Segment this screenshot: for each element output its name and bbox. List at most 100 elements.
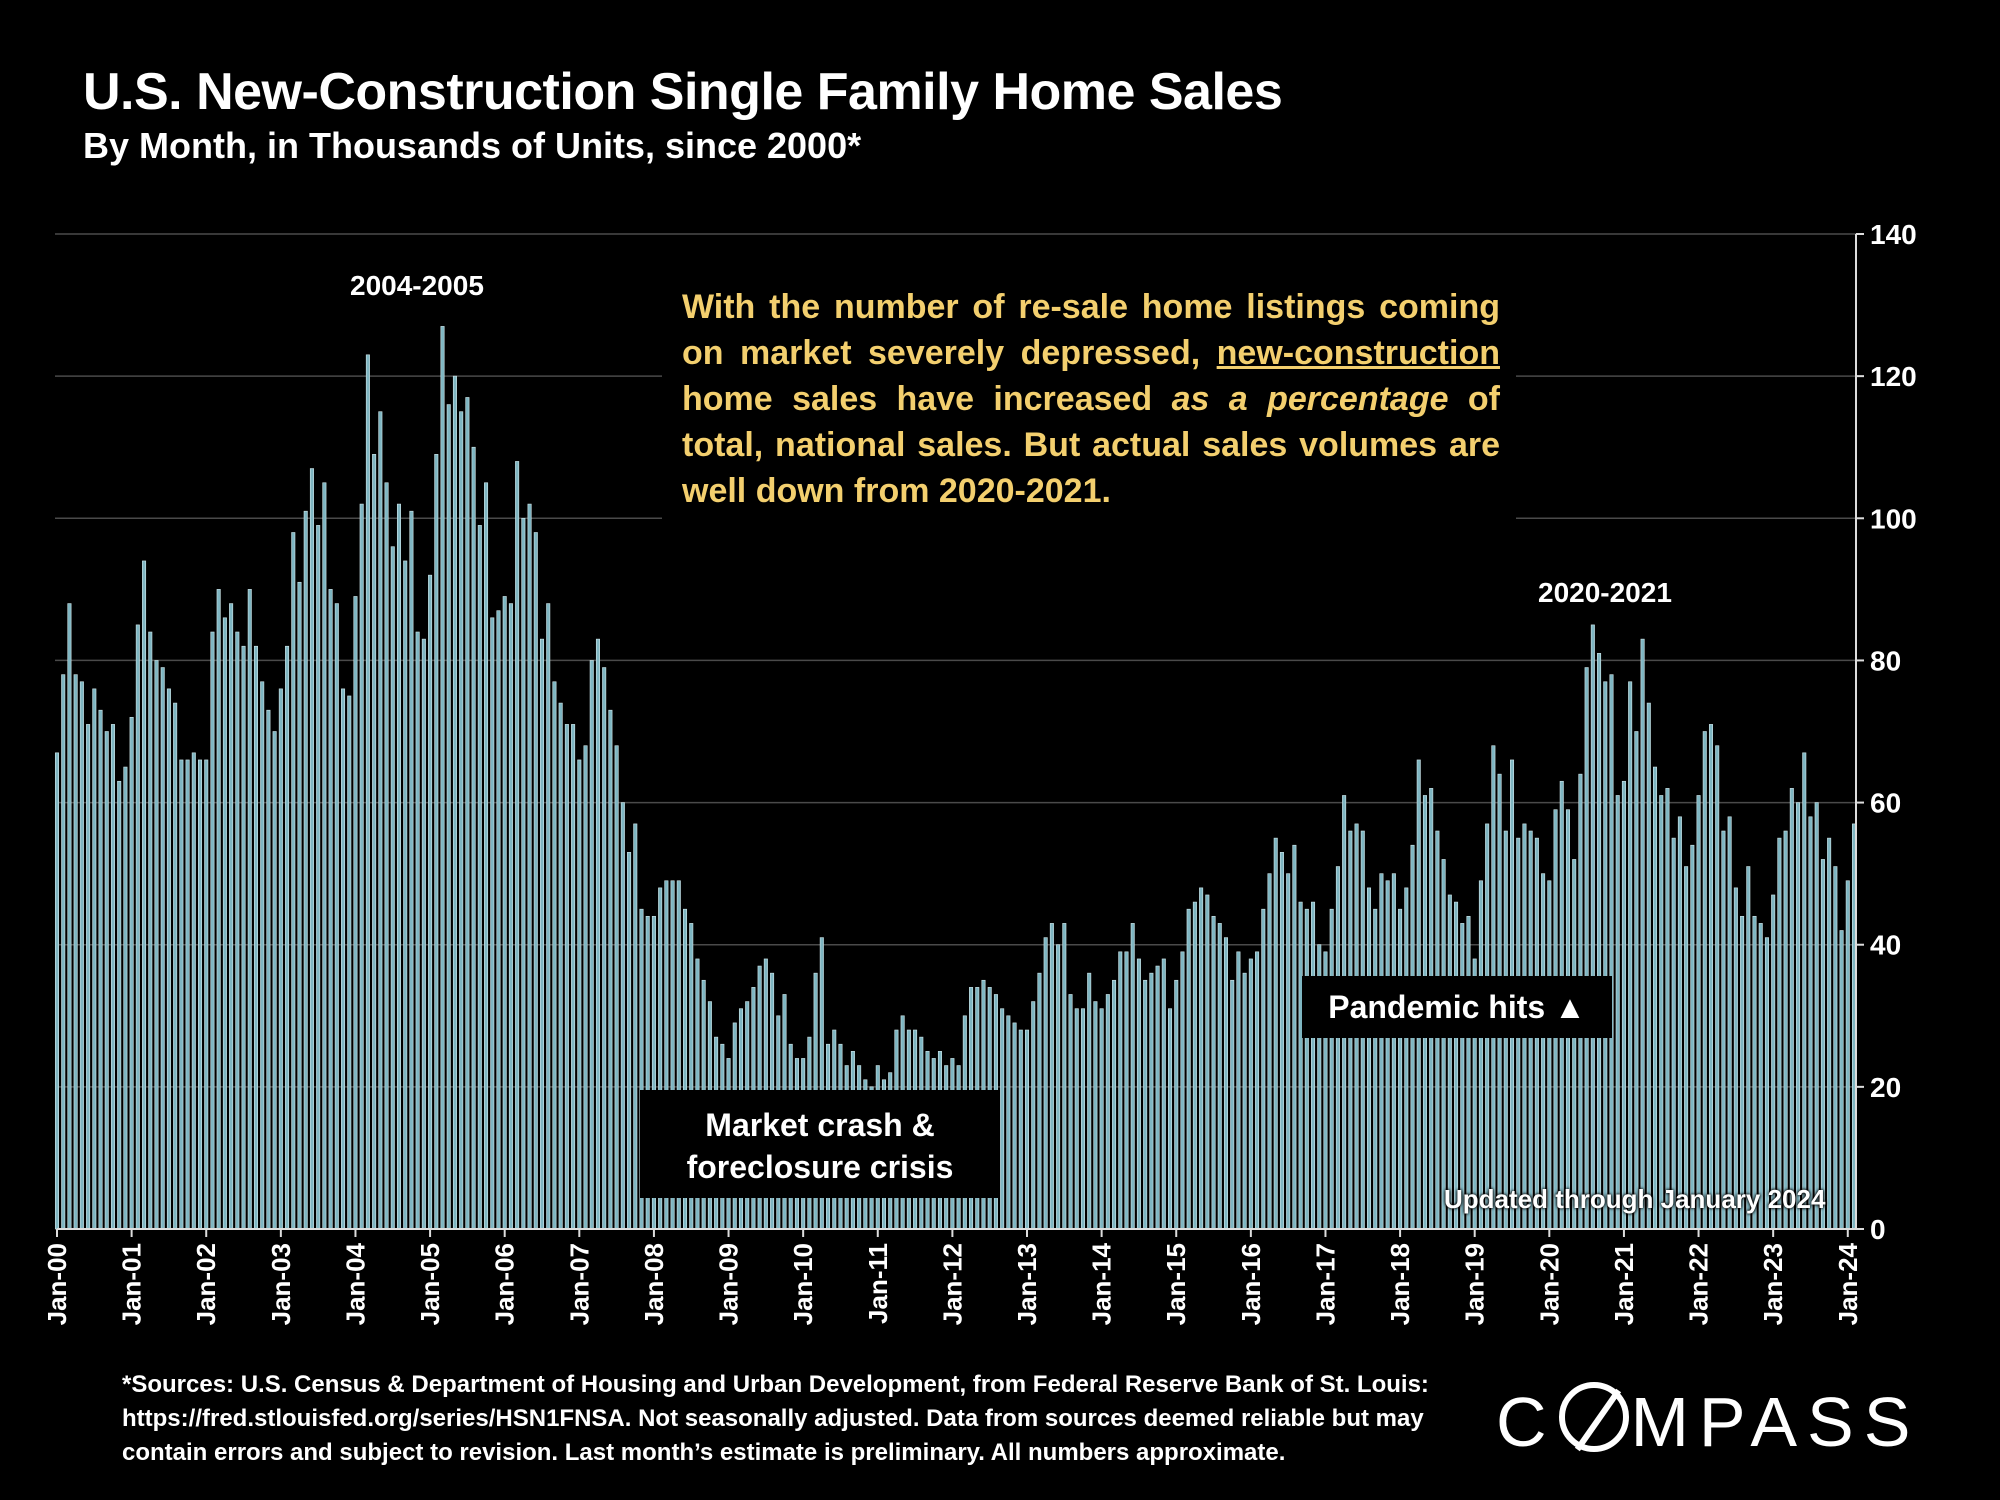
bar <box>359 503 364 1230</box>
bar <box>1099 1008 1104 1230</box>
bar <box>1298 901 1303 1230</box>
x-tick-label: Jan-09 <box>714 1243 744 1325</box>
bar <box>191 752 196 1230</box>
bar <box>1049 923 1054 1230</box>
bar <box>1205 894 1210 1230</box>
bar <box>1796 802 1801 1230</box>
callout-italic: as a percentage <box>1171 380 1449 418</box>
bar <box>1006 1015 1011 1230</box>
bar <box>1118 951 1123 1230</box>
bar <box>1398 908 1403 1230</box>
bar <box>210 631 215 1230</box>
bar <box>1547 880 1552 1230</box>
bar <box>1161 958 1166 1230</box>
bar <box>1261 908 1266 1230</box>
bar <box>502 596 507 1230</box>
x-tick-label: Jan-12 <box>937 1243 967 1325</box>
y-tick-label: 20 <box>1870 1072 1901 1103</box>
x-tick-label: Jan-01 <box>117 1243 147 1325</box>
bar <box>328 589 333 1230</box>
bar <box>309 468 314 1230</box>
bar <box>602 667 607 1230</box>
y-tick-label: 0 <box>1870 1214 1886 1245</box>
bar <box>1043 937 1048 1230</box>
bar <box>135 624 140 1230</box>
bar <box>1702 731 1707 1230</box>
bar <box>1329 908 1334 1230</box>
bar <box>260 681 265 1230</box>
bar <box>1478 880 1483 1230</box>
bar <box>508 603 513 1230</box>
x-tick-label: Jan-23 <box>1758 1243 1788 1325</box>
bar <box>117 780 122 1230</box>
x-tick-label: Jan-16 <box>1236 1243 1266 1325</box>
bar <box>129 716 134 1230</box>
bar <box>1597 653 1602 1230</box>
bar <box>278 688 283 1230</box>
bar <box>533 532 538 1230</box>
bar <box>1447 894 1452 1230</box>
bar <box>1820 859 1825 1230</box>
bar <box>154 660 159 1230</box>
bar <box>92 688 97 1230</box>
bar <box>1062 923 1067 1230</box>
bar <box>1454 901 1459 1230</box>
bar <box>496 610 501 1230</box>
bar <box>1789 788 1794 1230</box>
bar <box>1236 951 1241 1230</box>
bar <box>1665 788 1670 1230</box>
bar <box>1279 852 1284 1230</box>
bar <box>179 759 184 1230</box>
bar <box>341 688 346 1230</box>
bar <box>589 660 594 1230</box>
bar <box>73 674 78 1230</box>
bar <box>552 681 557 1230</box>
x-tick-label: Jan-08 <box>639 1243 669 1325</box>
bar <box>1646 702 1651 1230</box>
callout-part-1: With the number of re-sale home listings… <box>682 288 1500 372</box>
bar <box>1223 937 1228 1230</box>
bar <box>1466 915 1471 1230</box>
bar <box>166 688 171 1230</box>
bar <box>1373 908 1378 1230</box>
bar <box>633 823 638 1230</box>
bar <box>477 525 482 1230</box>
bar <box>1199 887 1204 1230</box>
bar <box>1105 994 1110 1230</box>
bar <box>571 724 576 1230</box>
bar <box>409 510 414 1230</box>
bar <box>1839 930 1844 1230</box>
bar <box>1690 844 1695 1230</box>
crash-line-2: foreclosure crisis <box>686 1149 954 1185</box>
bar <box>1012 1022 1017 1230</box>
bar <box>272 731 277 1230</box>
x-tick-label: Jan-00 <box>42 1243 72 1325</box>
bar <box>1037 972 1042 1230</box>
bar <box>291 532 296 1230</box>
bar <box>1671 837 1676 1230</box>
bar <box>614 745 619 1230</box>
bar <box>1684 866 1689 1230</box>
bar <box>434 454 439 1230</box>
logo-o-icon <box>1558 1382 1629 1452</box>
bar <box>1155 965 1160 1230</box>
bar <box>247 589 252 1230</box>
bar <box>1292 844 1297 1230</box>
bar <box>1740 915 1745 1230</box>
bar <box>1304 908 1309 1230</box>
bar <box>446 404 451 1230</box>
bar <box>61 674 66 1230</box>
bar <box>1074 1008 1079 1230</box>
bar <box>1752 915 1757 1230</box>
bar <box>1230 979 1235 1230</box>
bar <box>241 645 246 1230</box>
bar <box>1080 1008 1085 1230</box>
chart-title: U.S. New-Construction Single Family Home… <box>83 63 1283 121</box>
bar <box>1130 923 1135 1230</box>
x-tick-label: Jan-05 <box>415 1243 445 1325</box>
bar <box>1584 667 1589 1230</box>
bar <box>421 638 426 1230</box>
sources-footnote: *Sources: U.S. Census & Department of Ho… <box>122 1371 1429 1466</box>
bar <box>415 631 420 1230</box>
bar <box>1068 994 1073 1230</box>
